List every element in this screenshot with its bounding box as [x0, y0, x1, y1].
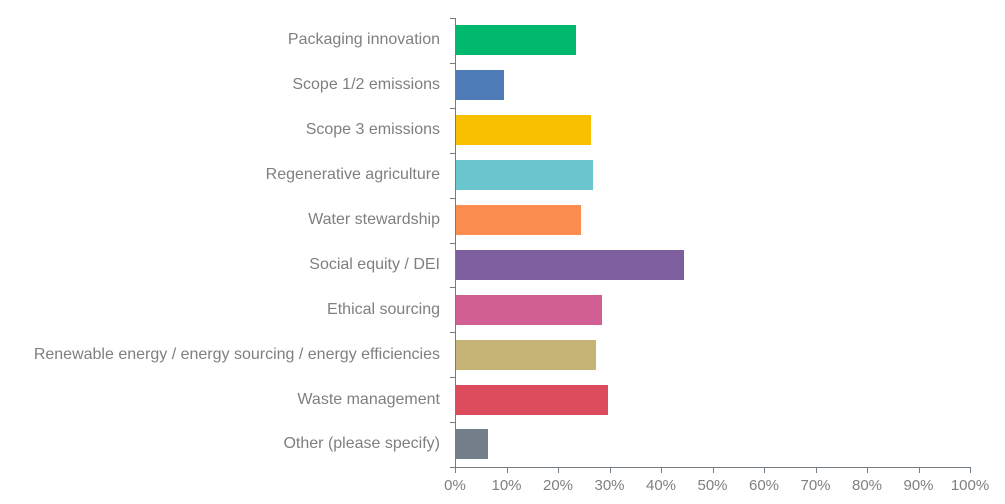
y-tick — [450, 197, 456, 199]
category-label: Scope 3 emissions — [305, 121, 440, 139]
x-tick — [867, 467, 868, 473]
chart-row: Scope 1/2 emissions — [0, 63, 970, 108]
x-tick-label: 70% — [800, 477, 831, 494]
y-tick — [450, 467, 456, 468]
bar — [455, 294, 603, 325]
chart-row: Ethical sourcing — [0, 287, 970, 332]
y-tick — [450, 332, 456, 334]
bar — [455, 70, 504, 101]
x-tick — [506, 467, 508, 473]
x-tick-label: 10% — [491, 477, 522, 494]
y-tick — [450, 422, 456, 424]
x-tick-label: 100% — [950, 477, 990, 494]
bar — [455, 384, 609, 415]
x-tick — [764, 467, 765, 473]
x-tick — [815, 467, 817, 473]
x-tick — [712, 467, 714, 473]
chart-row: Packaging innovation — [0, 18, 970, 63]
chart-row: Other (please specify) — [0, 422, 970, 467]
bar — [455, 249, 685, 280]
bar — [455, 339, 597, 370]
x-tick-label: 40% — [645, 477, 677, 494]
y-tick — [450, 107, 456, 109]
category-label: Waste management — [297, 390, 440, 408]
bar — [455, 25, 576, 56]
chart-row: Waste management — [0, 377, 970, 422]
x-tick-label: 60% — [748, 477, 780, 494]
chart-row: Renewable energy / energy sourcing / ene… — [0, 332, 970, 377]
category-label: Social equity / DEI — [309, 255, 440, 273]
y-tick — [450, 62, 456, 64]
x-tick-label: 30% — [594, 477, 625, 494]
x-tick — [455, 467, 456, 473]
x-axis-line — [450, 467, 971, 468]
x-tick-label: 80% — [851, 477, 883, 494]
x-tick-label: 50% — [697, 477, 728, 494]
chart-row: Water stewardship — [0, 198, 970, 243]
x-tick-label: 0% — [444, 477, 466, 494]
category-label: Scope 1/2 emissions — [292, 76, 440, 94]
bar — [455, 205, 581, 235]
y-tick — [450, 377, 456, 379]
y-tick — [450, 242, 456, 244]
chart-row: Scope 3 emissions — [0, 108, 970, 153]
x-tick — [558, 467, 559, 473]
y-tick — [450, 287, 456, 289]
bar — [455, 160, 593, 191]
x-tick — [918, 467, 920, 473]
category-label: Ethical sourcing — [327, 300, 440, 318]
x-tick — [970, 467, 971, 473]
y-tick — [450, 152, 456, 154]
x-tick-label: 20% — [542, 477, 574, 494]
category-label: Regenerative agriculture — [265, 166, 440, 184]
category-label: Other (please specify) — [283, 435, 440, 453]
bar — [455, 429, 488, 460]
bar — [455, 115, 592, 146]
x-tick — [609, 467, 611, 473]
x-tick — [661, 467, 662, 473]
chart-row: Regenerative agriculture — [0, 153, 970, 198]
x-tick-label: 90% — [903, 477, 934, 494]
category-label: Water stewardship — [308, 211, 440, 228]
chart-rows: Packaging innovation Scope 1/2 emissions… — [0, 18, 970, 467]
category-label: Renewable energy / energy sourcing / ene… — [33, 345, 440, 363]
y-tick — [450, 18, 456, 19]
category-label: Packaging innovation — [287, 31, 440, 49]
chart-row: Social equity / DEI — [0, 242, 970, 287]
